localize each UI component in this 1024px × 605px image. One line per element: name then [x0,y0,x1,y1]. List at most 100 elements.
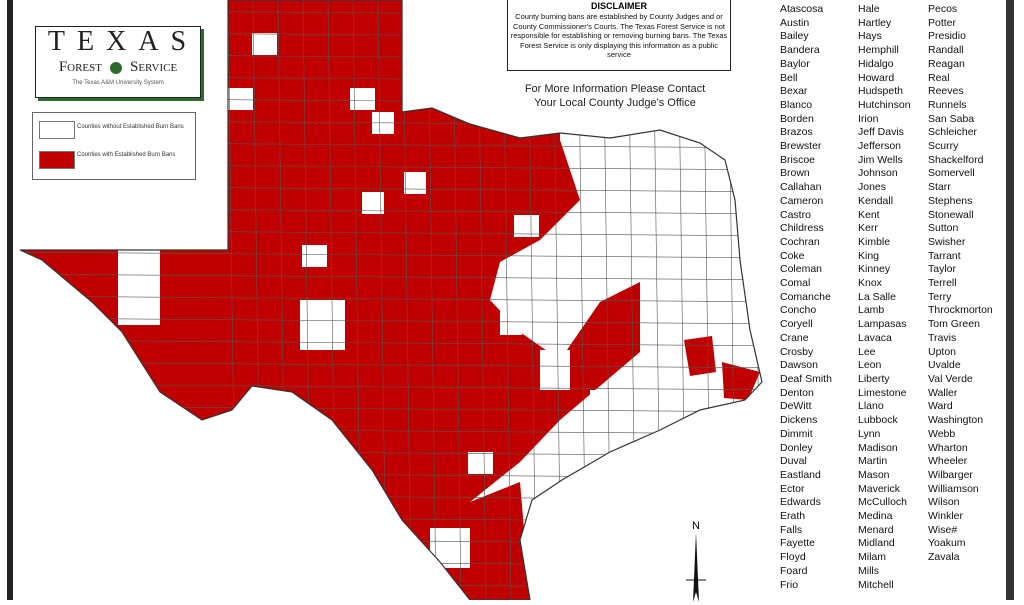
county-no-ban [468,452,493,474]
county-list-item: Jim Wells [858,153,903,166]
county-list-item: Kendall [858,194,894,207]
county-no-ban [118,245,160,325]
county-list-item: Upton [928,345,957,358]
county-list-item: Swisher [928,235,966,248]
county-list-item: Comanche [780,290,831,303]
county-no-ban [350,88,375,110]
county-boundary [20,559,762,567]
county-list-item: Hale [858,3,880,15]
county-list-item: Sutton [928,222,959,235]
county-list-item: Childress [780,222,824,235]
county-boundary [20,339,762,347]
county-list-column-3: Pecos Potter Presidio Randall Reagan Real Reev… [928,3,993,565]
county-list-item: Lubbock [858,414,898,427]
county-list-item: Winkler [928,510,964,523]
county-list-item: Mason [858,468,890,481]
county-list-item: Brazos [780,126,813,139]
county-list-item: Kinney [858,263,891,276]
county-list-item: Coleman [780,263,823,276]
county-list-item: King [858,249,880,262]
county-list-item: Duval [780,455,807,468]
logo-title: TEXAS [47,26,199,57]
county-list-item: Bexar [780,85,808,98]
county-list-item: Frio [780,578,799,591]
county-list-item: Uvalde [928,359,961,372]
county-list-item: Waller [928,386,958,399]
county-list-item: Ward [928,400,953,413]
county-no-ban [430,528,470,568]
county-list-item: Lynn [858,427,881,440]
county-list-item: Somervell [928,167,975,180]
county-boundary [752,0,762,600]
county-list-item: Reagan [928,57,965,70]
county-list-item: Taylor [928,263,957,276]
county-list-item: Lavaca [858,331,892,344]
disclaimer-text: County burning bans are established by C… [510,12,728,60]
county-list-item: Brewster [780,140,822,153]
county-list-item: Callahan [780,181,822,194]
county-list-item: Milam [858,551,886,564]
county-no-ban [302,245,327,267]
county-list-item: Midland [858,537,895,550]
county-list-item: Briscoe [780,153,816,166]
county-list-column-1: Atascosa Austin Bailey Bandera Baylor Bell Bex… [780,3,832,592]
county-list-item: Washington [928,414,984,427]
county-list-item: Reeves [928,85,964,98]
county-list-item: Medina [858,510,893,523]
county-boundary [20,251,762,259]
county-list-item: Foard [780,564,808,577]
compass-arrow-icon [686,532,706,602]
county-list-item: Throckmorton [928,304,993,317]
county-no-ban [252,33,277,55]
county-list-item: Stonewall [928,208,974,221]
county-list-item: Val Verde [928,372,973,385]
county-boundary [20,581,762,589]
county-list-item: Kerr [858,222,878,235]
frame-border-right [1006,0,1014,600]
county-list-item: Concho [780,304,817,317]
county-list-item: Presidio [928,30,966,43]
legend-label-no-ban: Counties without Established Burn Bans [77,124,184,130]
tree-icon [110,61,122,74]
county-boundary [20,295,762,303]
map-legend: Counties without Established Burn Bans C… [32,112,196,180]
logo-subtitle: Forest Service [58,59,178,75]
county-list-item: Brown [780,167,810,180]
county-list-item: Johnson [858,167,898,180]
north-arrow: N [686,520,706,602]
texas-forest-service-logo: TEXAS Forest Service The Texas A&M Univer… [35,26,201,98]
county-list-item: Hidalgo [858,57,894,70]
county-list-item: Fayette [780,537,816,550]
county-list-item: McCulloch [858,496,908,509]
county-list-item: Leon [858,359,882,372]
county-list-item: Williamson [928,482,979,495]
county-no-ban [590,390,615,410]
frame-border-left [7,0,13,600]
county-list-item: Travis [928,331,957,344]
county-list-item: Ector [780,482,805,495]
county-list-item: Jones [858,181,887,194]
county-list-item: Maverick [858,482,901,495]
county-list-item: Blanco [780,98,813,111]
county-list-item: Scurry [928,140,959,153]
county-list-item: La Salle [858,290,896,303]
county-list-item: Bell [780,71,798,84]
county-list-item: Starr [928,181,951,194]
county-list-item: Wise# [928,523,958,536]
county-list-item: Runnels [928,98,967,111]
county-list-item: Stephens [928,194,973,207]
county-list-item: Hartley [858,16,892,29]
legend-swatch-no-ban [39,121,75,139]
county-list-item: Deaf Smith [780,372,832,385]
county-list-item: Limestone [858,386,907,399]
county-list-item: Kimble [858,235,891,248]
county-list-item: Tarrant [928,249,961,262]
county-no-ban [500,295,522,335]
county-list-item: Erath [780,510,806,523]
county-list-item: Dimmit [780,427,813,440]
county-list-item: Wilbarger [928,468,973,481]
county-list-item: Dickens [780,414,818,427]
county-no-ban [540,350,570,390]
county-list-item: Cameron [780,194,824,207]
county-list-column-2: Hale Hartley Hays Hemphill Hidalgo Howard Huds… [858,3,911,592]
